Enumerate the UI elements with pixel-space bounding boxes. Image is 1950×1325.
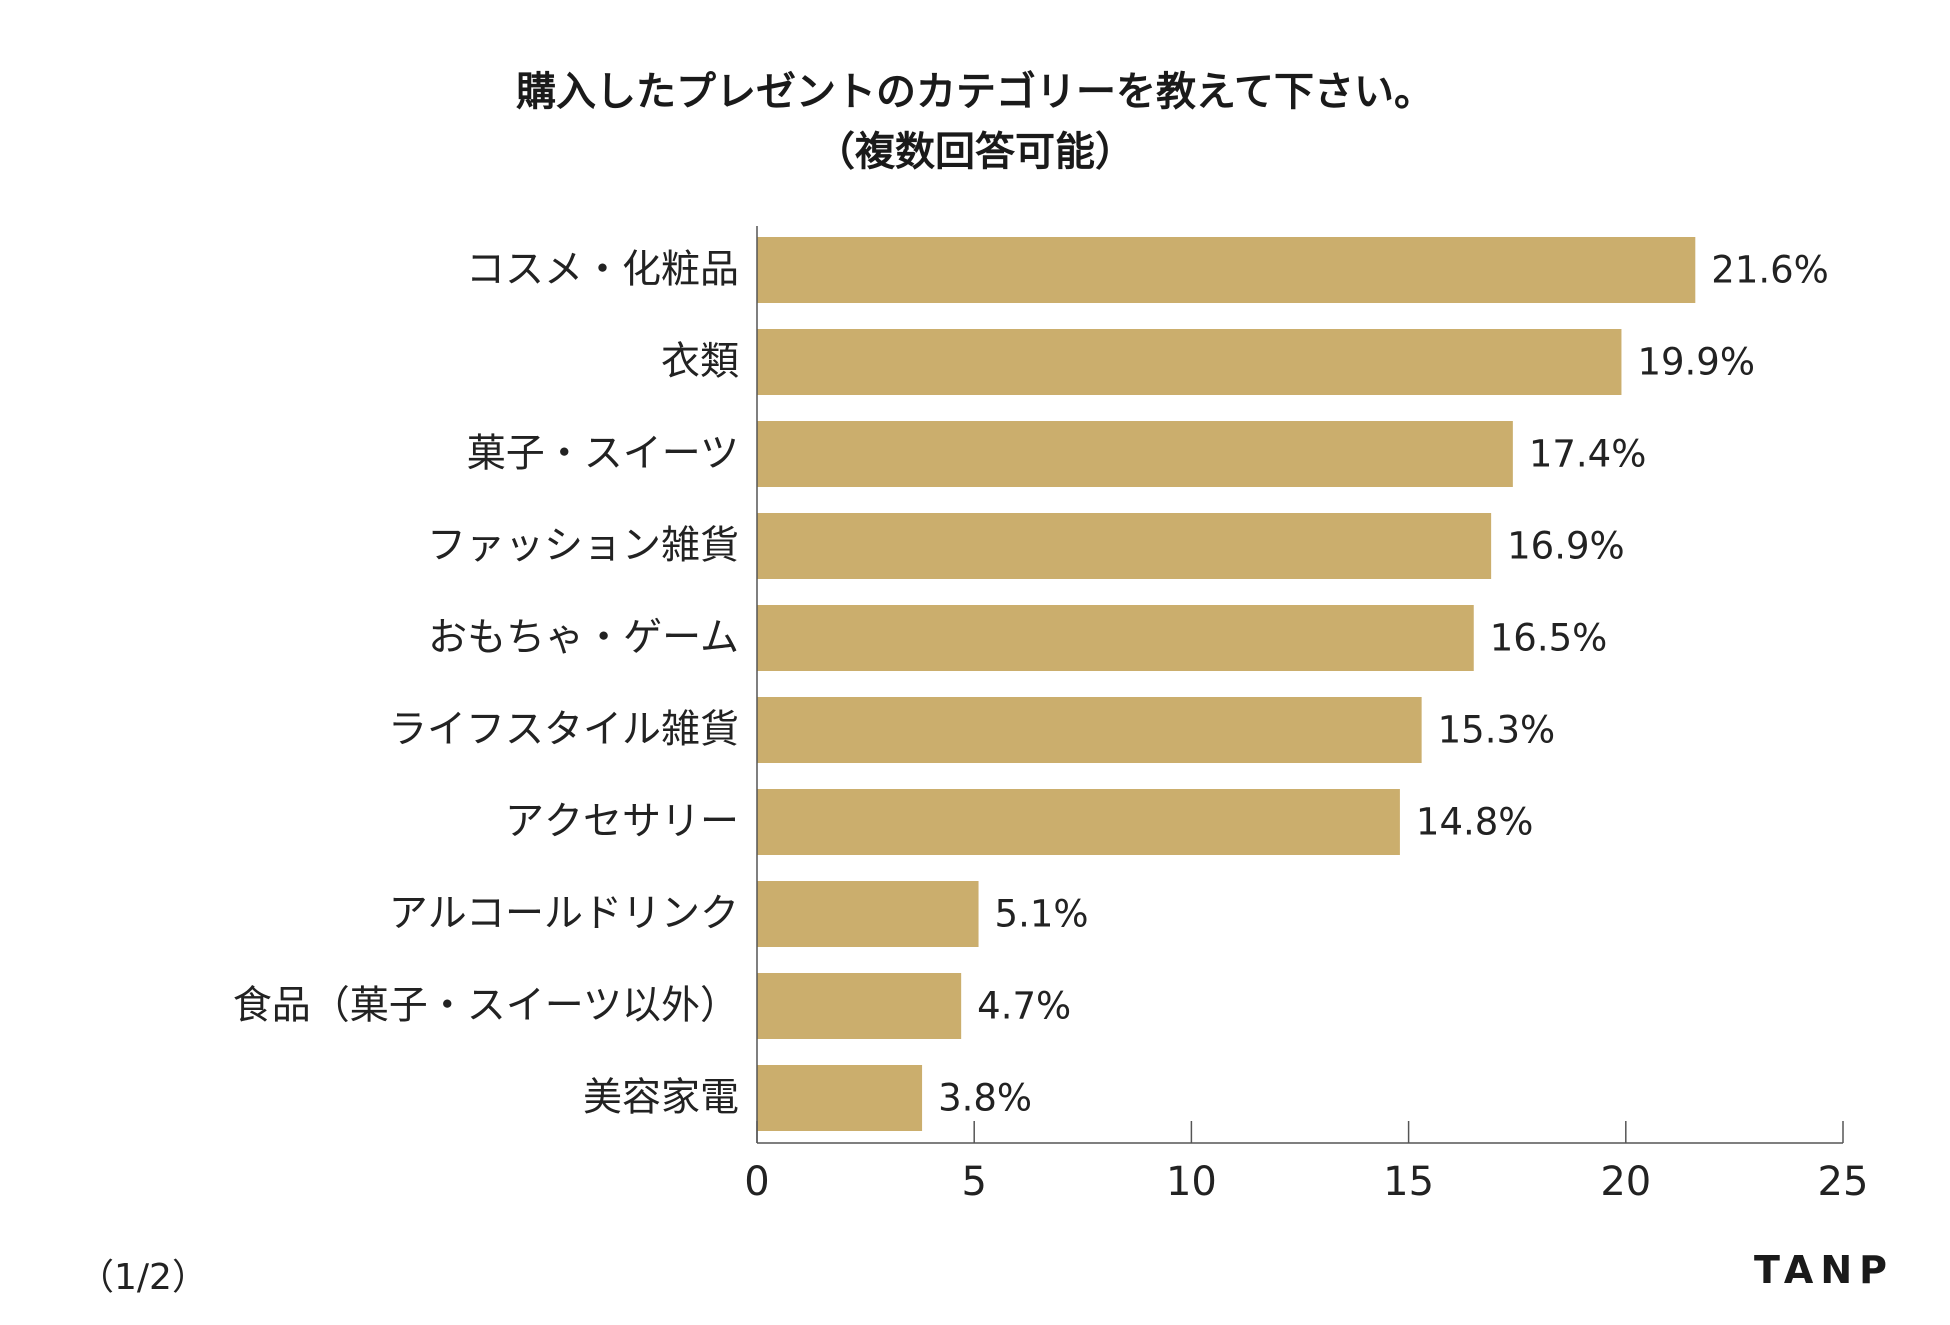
value-label: 17.4% <box>1529 433 1647 476</box>
category-label: 美容家電 <box>583 1076 739 1121</box>
chart-subtitle: （複数回答可能） <box>815 129 1135 175</box>
value-label: 14.8% <box>1416 801 1534 844</box>
x-tick-label: 10 <box>1166 1159 1217 1205</box>
x-tick-label: 25 <box>1818 1159 1869 1205</box>
axis-layer: 0 5 10 15 20 25 <box>744 226 1868 1205</box>
x-tick-label: 15 <box>1383 1159 1434 1205</box>
x-tick-label: 20 <box>1600 1159 1651 1205</box>
category-label: 食品（菓子・スイーツ以外） <box>233 984 739 1029</box>
bar <box>757 697 1422 763</box>
chart-title-block: 購入したプレゼントのカテゴリーを教えて下さい。 （複数回答可能） <box>0 62 1950 182</box>
category-label: アクセサリー <box>505 800 739 845</box>
value-label: 16.9% <box>1507 525 1625 568</box>
page-indicator: （1/2） <box>78 1257 208 1298</box>
category-label: ライフスタイル雑貨 <box>388 708 739 753</box>
bar <box>757 237 1696 303</box>
chart-title: 購入したプレゼントのカテゴリーを教えて下さい。 <box>516 69 1434 115</box>
bar <box>757 1065 923 1131</box>
value-label: 16.5% <box>1490 617 1608 660</box>
category-label: 衣類 <box>661 340 739 385</box>
brand-logo: TANP <box>1753 1248 1894 1292</box>
category-label: コスメ・化粧品 <box>466 248 739 293</box>
category-label: ファッション雑貨 <box>427 524 739 569</box>
bar <box>757 421 1513 487</box>
category-label: アルコールドリンク <box>389 892 739 937</box>
value-label: 15.3% <box>1438 709 1556 752</box>
bar <box>757 605 1474 671</box>
category-label: おもちゃ・ゲーム <box>428 616 739 661</box>
value-label: 3.8% <box>938 1077 1032 1120</box>
value-label: 19.9% <box>1637 341 1755 384</box>
x-tick-label: 5 <box>961 1159 986 1205</box>
value-label: 21.6% <box>1711 249 1829 292</box>
bar <box>757 329 1622 395</box>
bar <box>757 513 1492 579</box>
value-label: 4.7% <box>977 985 1071 1028</box>
bar <box>757 973 962 1039</box>
category-label: 菓子・スイーツ <box>467 432 739 477</box>
bar <box>757 881 979 947</box>
value-label: 5.1% <box>995 893 1089 936</box>
x-tick-label: 0 <box>744 1159 769 1205</box>
bars-layer: コスメ・化粧品 21.6% 衣類 19.9% 菓子・スイーツ 17.4% ファッション雑貨 1… <box>233 237 1829 1131</box>
bar <box>757 789 1400 855</box>
